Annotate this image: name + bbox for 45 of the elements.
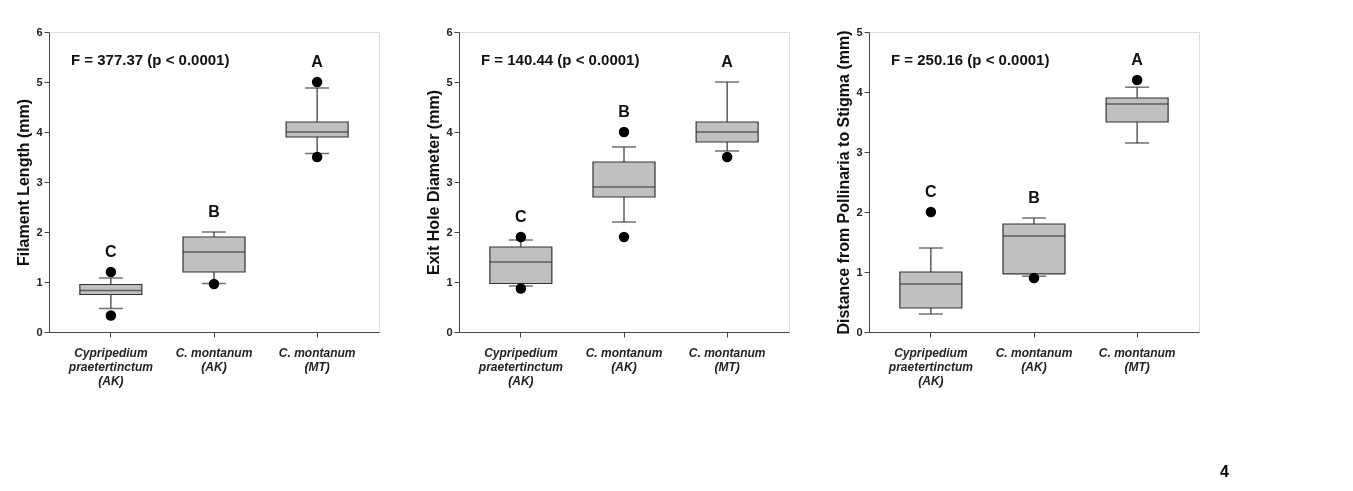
annotation: C [925, 183, 938, 200]
y-tick-label: 1 [36, 275, 43, 288]
annotation: B [618, 103, 630, 120]
y-tick-label: 1 [856, 265, 863, 278]
y-tick-label: 0 [856, 325, 863, 338]
x-tick-label: C. montanum (MT) [278, 345, 356, 374]
y-tick-label: 4 [36, 125, 44, 138]
x-tick-label: Cypripedium praetertinctum (AK) [887, 345, 974, 388]
y-tick-label: 4 [446, 125, 454, 138]
y-tick-label: 5 [36, 75, 43, 88]
y-tick-label: 2 [446, 225, 453, 238]
annotation: A [721, 53, 734, 70]
y-tick-label: 2 [856, 205, 863, 218]
annotation: F = 250.16 (p < 0.0001) [891, 51, 1050, 68]
text: 4 [1220, 463, 1230, 480]
x-tick-label: C. montanum (AK) [175, 345, 253, 374]
x-tick-label: C. montanum (AK) [585, 345, 663, 374]
y-tick-label: 4 [856, 85, 864, 98]
annotation: B [1028, 189, 1040, 206]
y-tick-label: 3 [856, 145, 863, 158]
x-tick-label: C. montanum (MT) [1098, 345, 1176, 374]
annotation: C [515, 208, 528, 225]
x-tick-label: Cypripedium praetertinctum (AK) [67, 345, 154, 388]
y-axis-title: Filament Length (mm) [15, 98, 33, 267]
y-tick-label: 0 [36, 325, 43, 338]
y-tick-label: 1 [446, 275, 453, 288]
y-tick-label: 2 [36, 225, 43, 238]
annotation: F = 377.37 (p < 0.0001) [71, 51, 230, 68]
x-tick-label: C. montanum (AK) [995, 345, 1073, 374]
y-tick-label: 3 [446, 175, 453, 188]
annotation: F = 140.44 (p < 0.0001) [481, 51, 640, 68]
annotation: B [208, 203, 220, 220]
annotation: A [311, 53, 324, 70]
y-tick-label: 0 [446, 325, 453, 338]
x-tick-label: C. montanum (MT) [688, 345, 766, 374]
y-tick-label: 6 [446, 25, 453, 38]
y-tick-label: 6 [36, 25, 43, 38]
annotation: C [105, 243, 118, 260]
y-tick-label: 3 [36, 175, 43, 188]
y-axis-title: Distance from Pollinaria to Stigma (mm) [835, 30, 853, 335]
y-tick-label: 5 [446, 75, 453, 88]
x-tick-label: Cypripedium praetertinctum (AK) [477, 345, 564, 388]
y-axis-title: Exit Hole Diameter (mm) [425, 90, 443, 275]
y-tick-label: 5 [856, 25, 863, 38]
annotation: A [1131, 51, 1144, 68]
